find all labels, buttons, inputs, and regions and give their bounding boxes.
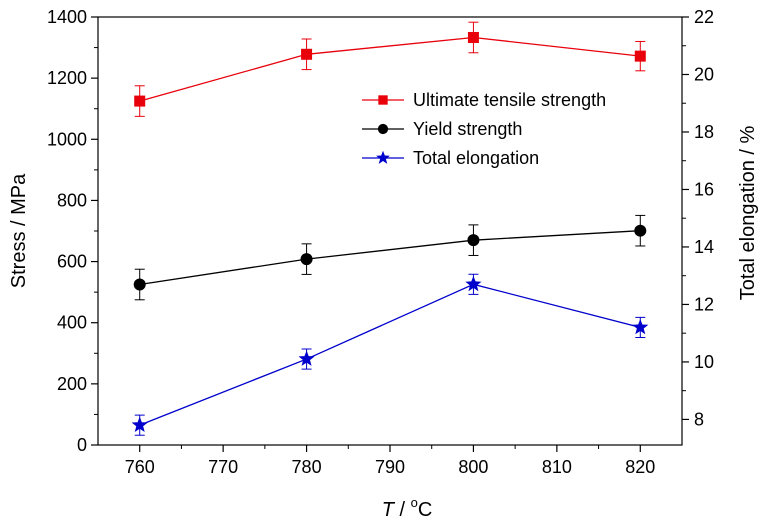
x-axis-title: T / oC [382,495,433,521]
series-1 [133,214,647,301]
right-y-tick-label: 14 [694,237,714,257]
legend-label: Yield strength [413,119,522,139]
x-axis-ticks: 760 770 780 790 800 810 820 [125,445,655,477]
left-y-tick-label: 400 [57,313,87,333]
left-y-tick-label: 1400 [47,7,87,27]
x-tick-label: 770 [208,457,238,477]
right-y-axis-title: Total elongation / % [737,126,759,301]
square-marker [301,48,313,60]
right-y-axis-ticks: 8 10 12 14 16 18 20 22 [682,7,714,429]
plot-frame [97,16,683,446]
circle-marker [634,224,647,237]
left-y-tick-label: 1000 [47,129,87,149]
x-tick-label: 810 [542,457,572,477]
left-y-tick-label: 200 [57,374,87,394]
left-y-tick-label: 800 [57,190,87,210]
right-y-tick-label: 12 [694,294,714,314]
circle-marker [300,253,313,266]
x-tick-label: 760 [125,457,155,477]
star-marker [131,416,148,433]
x-tick-label: 780 [292,457,322,477]
series-layer [131,21,649,436]
x-axis-title-separator: / [394,499,411,521]
left-y-tick-label: 0 [77,435,87,455]
x-tick-label: 800 [458,457,488,477]
legend: Ultimate tensile strength Yield strength T… [362,90,606,168]
star-marker [465,275,482,292]
left-y-axis-title: Stress / MPa [8,173,30,288]
series-line [139,283,641,426]
star-marker [632,318,649,335]
circle-marker [377,123,389,135]
square-marker [467,31,479,43]
right-y-tick-label: 18 [694,122,714,142]
square-marker [134,95,146,107]
square-marker [634,50,646,62]
x-axis-title-variable: T [382,499,396,521]
legend-label: Total elongation [413,148,539,168]
series-2 [131,273,649,436]
x-axis-title-unit: C [418,499,432,521]
circle-marker [133,278,146,291]
star-marker [376,150,390,164]
left-y-tick-label: 1200 [47,68,87,88]
right-y-tick-label: 22 [694,7,714,27]
square-marker [378,95,388,105]
series-line [139,230,641,286]
legend-label: Ultimate tensile strength [413,90,606,110]
right-y-tick-label: 16 [694,179,714,199]
x-tick-label: 820 [625,457,655,477]
x-axis-title-degree: o [411,495,418,510]
right-y-tick-label: 20 [694,64,714,84]
circle-marker [467,234,480,247]
right-y-tick-label: 8 [694,409,704,429]
x-tick-label: 790 [375,457,405,477]
left-y-axis-ticks: 0 200 400 600 800 1000 1200 1400 [47,7,98,455]
series-0 [134,21,646,117]
right-y-tick-label: 10 [694,352,714,372]
left-y-tick-label: 600 [57,252,87,272]
star-marker [298,350,315,366]
series-line [139,36,641,102]
